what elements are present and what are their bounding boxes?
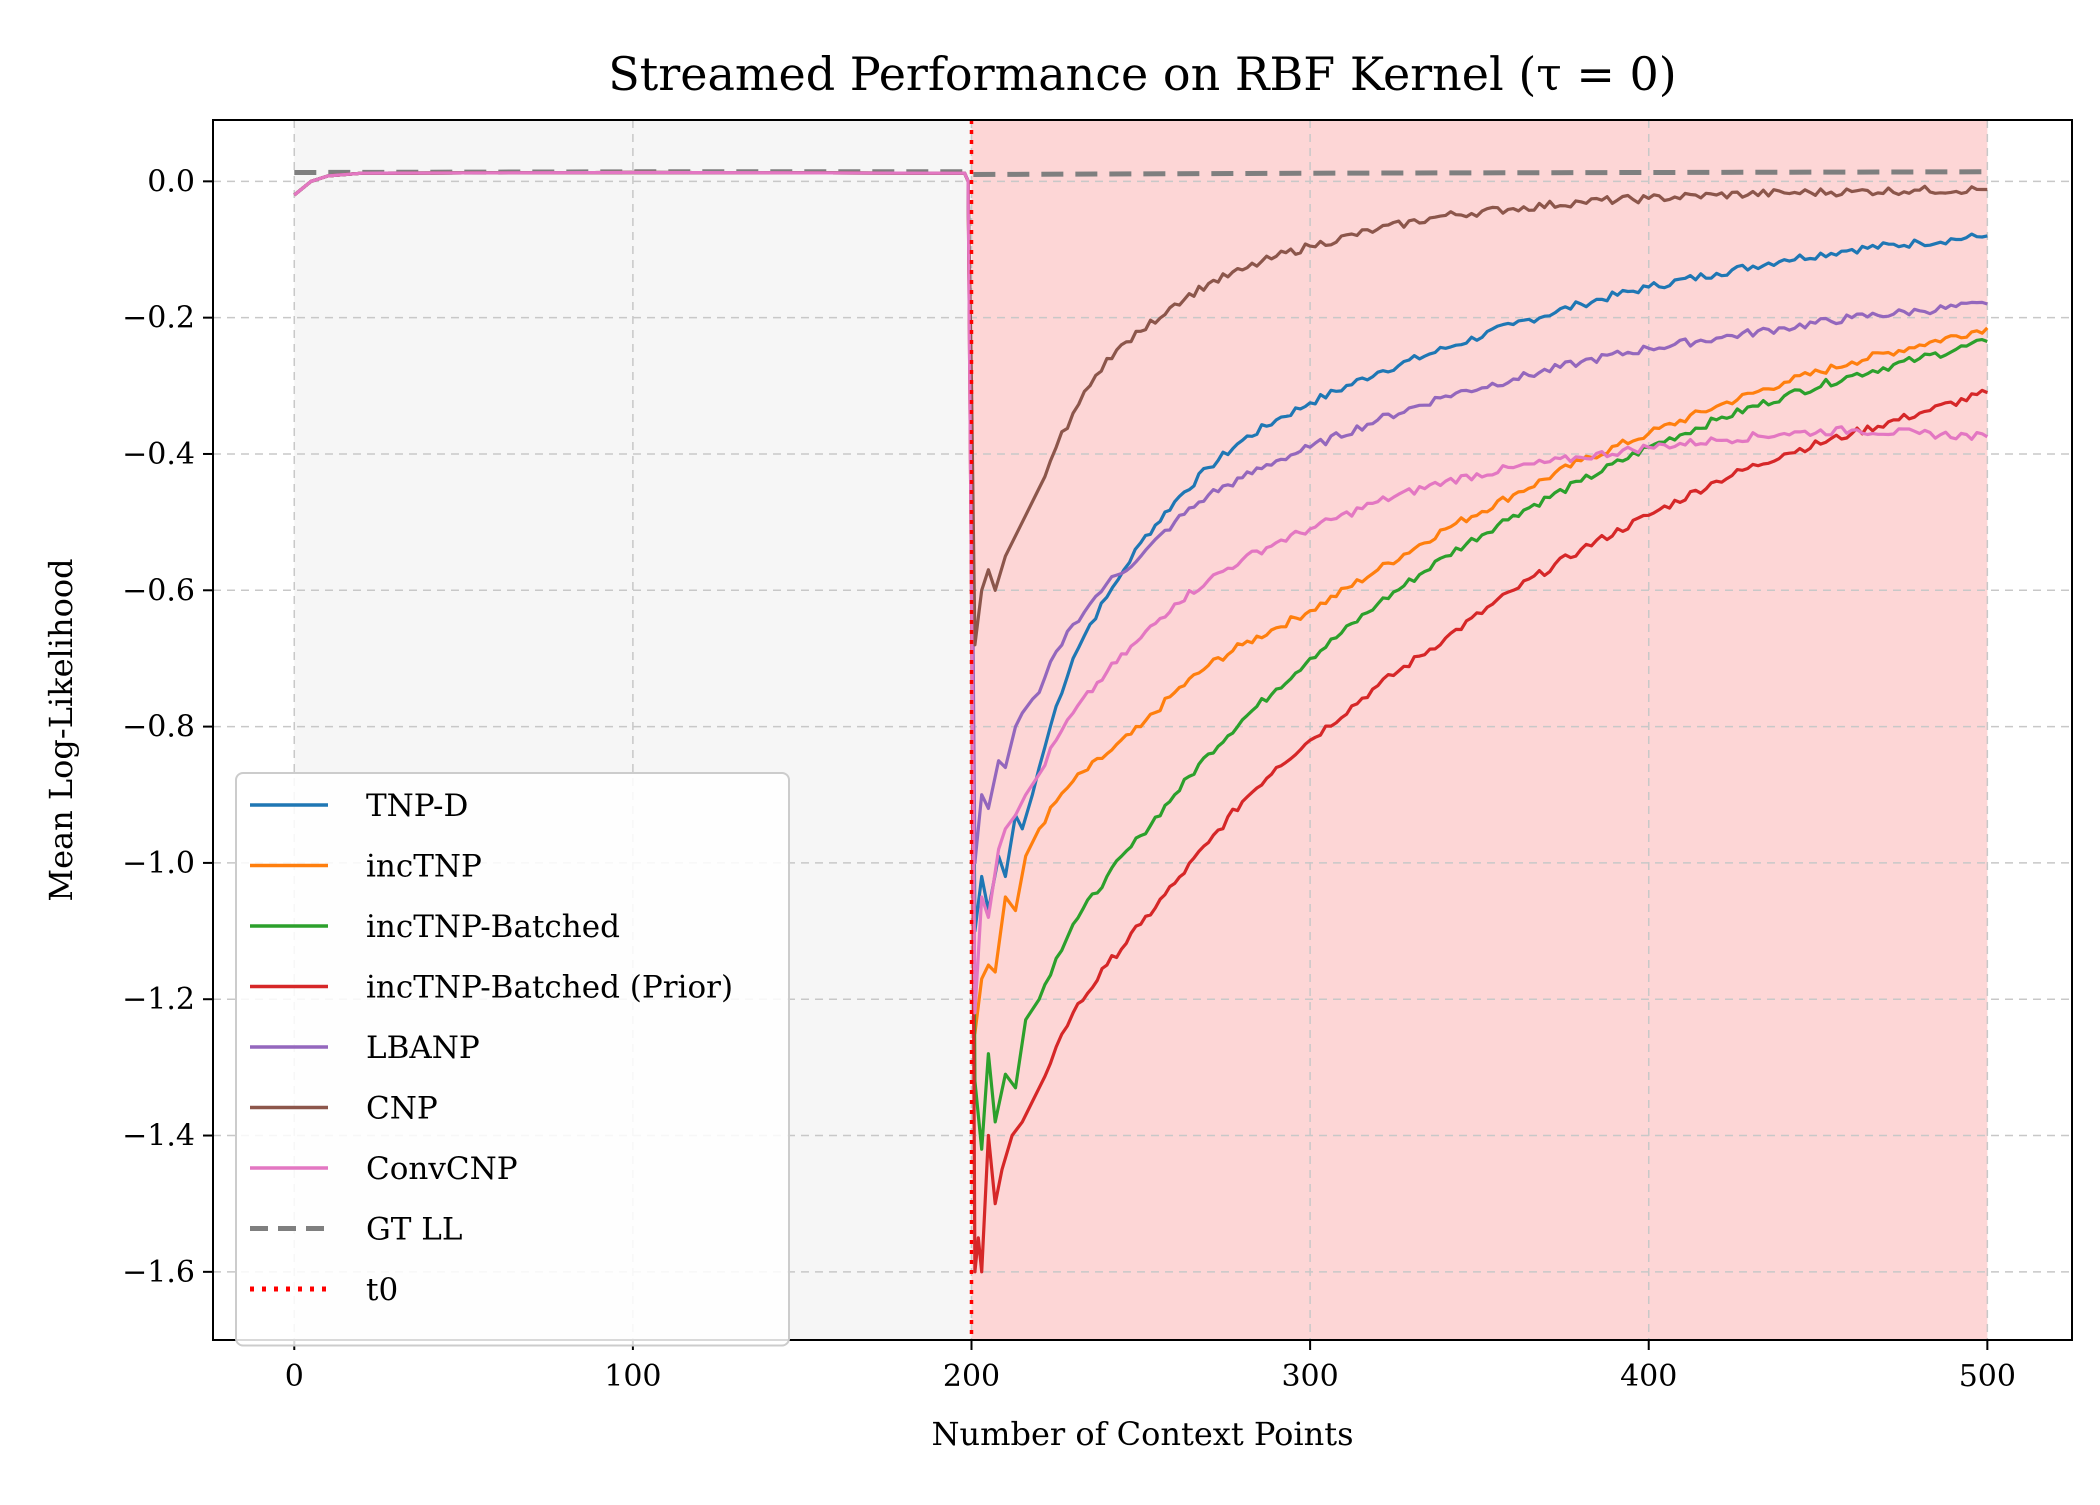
series-line-cnp <box>293 170 1988 647</box>
y-tick-label: −0.8 <box>122 710 195 745</box>
chart-title: Streamed Performance on RBF Kernel (τ = … <box>608 47 1676 101</box>
legend-label: CNP <box>366 1091 438 1127</box>
series-line-convcnp <box>293 170 1989 1015</box>
y-tick-label: −1.2 <box>122 982 195 1017</box>
legend-label: incTNP-Batched (Prior) <box>366 970 733 1006</box>
legend-label: LBANP <box>366 1030 480 1066</box>
series-lines <box>293 169 1989 1274</box>
shaded-region-1 <box>971 120 1988 1340</box>
x-tick-label: 100 <box>604 1359 661 1394</box>
series-line-inctnp-batched-prior- <box>293 170 1988 1274</box>
x-tick-label: 0 <box>285 1359 304 1394</box>
legend-label: GT LL <box>366 1212 462 1248</box>
legend-label: t0 <box>366 1272 398 1308</box>
y-tick-label: −1.0 <box>122 846 195 881</box>
x-tick-label: 500 <box>1959 1359 2016 1394</box>
legend: TNP-D incTNP incTNP-Batched incTNP-Batched … <box>235 772 790 1347</box>
legend-label: TNP-D <box>366 788 468 824</box>
y-tick-label: −0.4 <box>122 437 195 472</box>
y-axis-label: Mean Log-Likelihood <box>42 558 80 901</box>
x-tick-label: 300 <box>1281 1359 1338 1394</box>
ticks: 0 100 200 300 400 500 0.0 −0.2 −0.4 −0.6 −0.8 −1.0 −… <box>122 164 2016 1394</box>
series-line-tnp-d <box>293 170 1988 933</box>
x-axis-label: Number of Context Points <box>932 1415 1354 1453</box>
legend-label: incTNP <box>366 849 482 885</box>
legend-box <box>235 772 790 1347</box>
y-tick-label: −0.2 <box>122 301 195 336</box>
series-line-lbanp <box>293 170 1988 865</box>
y-tick-label: 0.0 <box>147 164 195 199</box>
x-tick-label: 400 <box>1620 1359 1677 1394</box>
plot-frame <box>212 119 2073 1341</box>
y-tick-label: −0.6 <box>122 573 195 608</box>
legend-label: incTNP-Batched <box>366 909 620 945</box>
x-tick-label: 200 <box>943 1359 1000 1394</box>
legend-label: ConvCNP <box>366 1151 518 1187</box>
series-line-inctnp <box>293 170 1989 1035</box>
y-tick-label: −1.4 <box>122 1119 195 1154</box>
series-line-inctnp-batched <box>293 170 1988 1151</box>
y-tick-label: −1.6 <box>122 1255 195 1290</box>
